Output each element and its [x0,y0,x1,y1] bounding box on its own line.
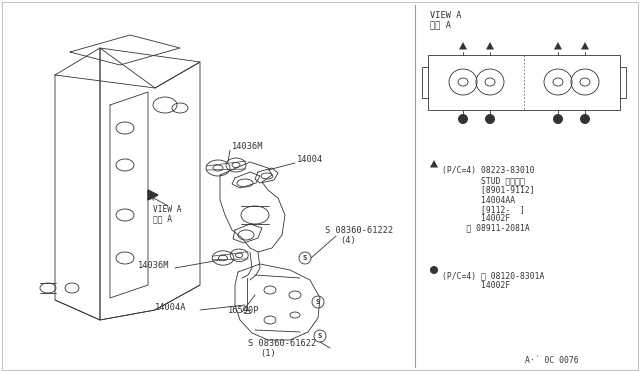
Text: 矢視 A: 矢視 A [430,20,451,29]
Circle shape [430,266,438,274]
Text: 14004A: 14004A [155,303,186,312]
Text: 16590P: 16590P [228,306,259,315]
Polygon shape [554,42,562,49]
Text: STUD スタッド: STUD スタッド [442,176,525,185]
Circle shape [580,114,590,124]
Circle shape [458,114,468,124]
Text: 矢視 A: 矢視 A [153,214,172,223]
Polygon shape [581,42,589,49]
Text: S: S [316,299,320,305]
Circle shape [485,114,495,124]
Text: 14004AA: 14004AA [442,196,515,205]
Text: Ⓝ 08911-2081A: Ⓝ 08911-2081A [442,223,530,232]
Text: [9112-  ]: [9112- ] [442,205,525,214]
Polygon shape [430,160,438,167]
Polygon shape [148,190,158,200]
Text: 14036M: 14036M [138,261,170,270]
Text: VIEW A: VIEW A [153,205,182,214]
Text: S 08360-61222: S 08360-61222 [325,226,393,235]
Text: (P/C=4) 08223-83010: (P/C=4) 08223-83010 [442,166,534,175]
Text: (1): (1) [260,349,276,358]
Text: S: S [318,333,322,339]
Bar [428,55,620,110]
Text: (4): (4) [340,236,356,245]
Text: 14002F: 14002F [442,281,510,290]
Text: [8901-9112]: [8901-9112] [442,185,534,194]
Text: 14036M: 14036M [232,142,264,151]
Text: 14002F: 14002F [442,214,510,223]
Circle shape [553,114,563,124]
Text: (P/C=4) Ⓑ 08120-8301A: (P/C=4) Ⓑ 08120-8301A [442,271,545,280]
Text: A·´ 0C 0076: A·´ 0C 0076 [525,356,579,365]
Text: S: S [303,255,307,261]
Polygon shape [459,42,467,49]
Text: VIEW A: VIEW A [430,11,461,20]
Text: S 08360-61622: S 08360-61622 [248,339,316,348]
Polygon shape [486,42,494,49]
Text: 14004: 14004 [297,155,323,164]
